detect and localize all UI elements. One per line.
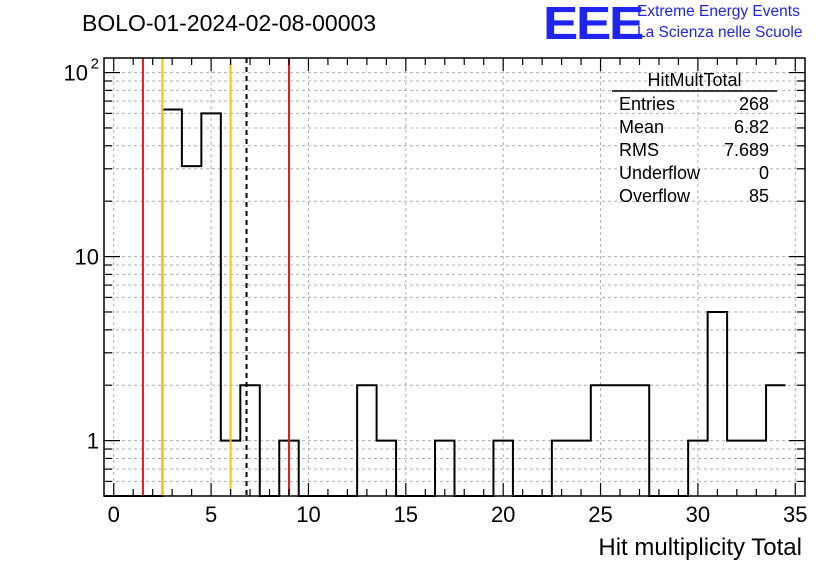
plot-frame [103, 57, 806, 497]
x-tick-label: 5 [205, 502, 217, 527]
stats-value: 7.689 [724, 140, 769, 160]
y-tick-label: 1 [87, 429, 99, 454]
run-title: BOLO-01-2024-02-08-00003 [82, 10, 377, 36]
x-tick-label: 10 [296, 502, 320, 527]
stats-value: 85 [749, 186, 769, 206]
x-tick-label: 25 [588, 502, 612, 527]
y-tick-label: 10 [64, 61, 88, 86]
stats-value: 6.82 [734, 117, 769, 137]
stats-value: 0 [759, 163, 769, 183]
histogram-bin [747, 441, 766, 496]
histogram-bin [162, 109, 181, 496]
x-tick-label: 15 [394, 502, 418, 527]
stats-label: Entries [619, 94, 675, 114]
histogram-bin [357, 385, 376, 496]
x-tick-label: 30 [686, 502, 710, 527]
x-axis-label: Hit multiplicity Total [598, 534, 802, 561]
stats-label: Underflow [619, 163, 701, 183]
histogram-bin [182, 166, 201, 496]
eee-logo: EEE [543, 0, 644, 49]
histogram-bin [708, 312, 727, 496]
stats-title: HitMultTotal [647, 70, 741, 90]
y-tick-exponent: 2 [91, 56, 99, 73]
stats-label: Overflow [619, 186, 691, 206]
y-tick-label: 10 [75, 245, 99, 270]
stats-label: Mean [619, 117, 664, 137]
histogram-bin [435, 441, 454, 496]
stats-label: RMS [619, 140, 659, 160]
logo-caption-line2: La Scienza nelle Scuole [637, 24, 803, 41]
x-tick-label: 0 [108, 502, 120, 527]
x-tick-label: 35 [783, 502, 807, 527]
stats-value: 268 [739, 94, 769, 114]
x-tick-label: 20 [491, 502, 515, 527]
logo-caption-line1: Extreme Energy Events [637, 3, 800, 20]
